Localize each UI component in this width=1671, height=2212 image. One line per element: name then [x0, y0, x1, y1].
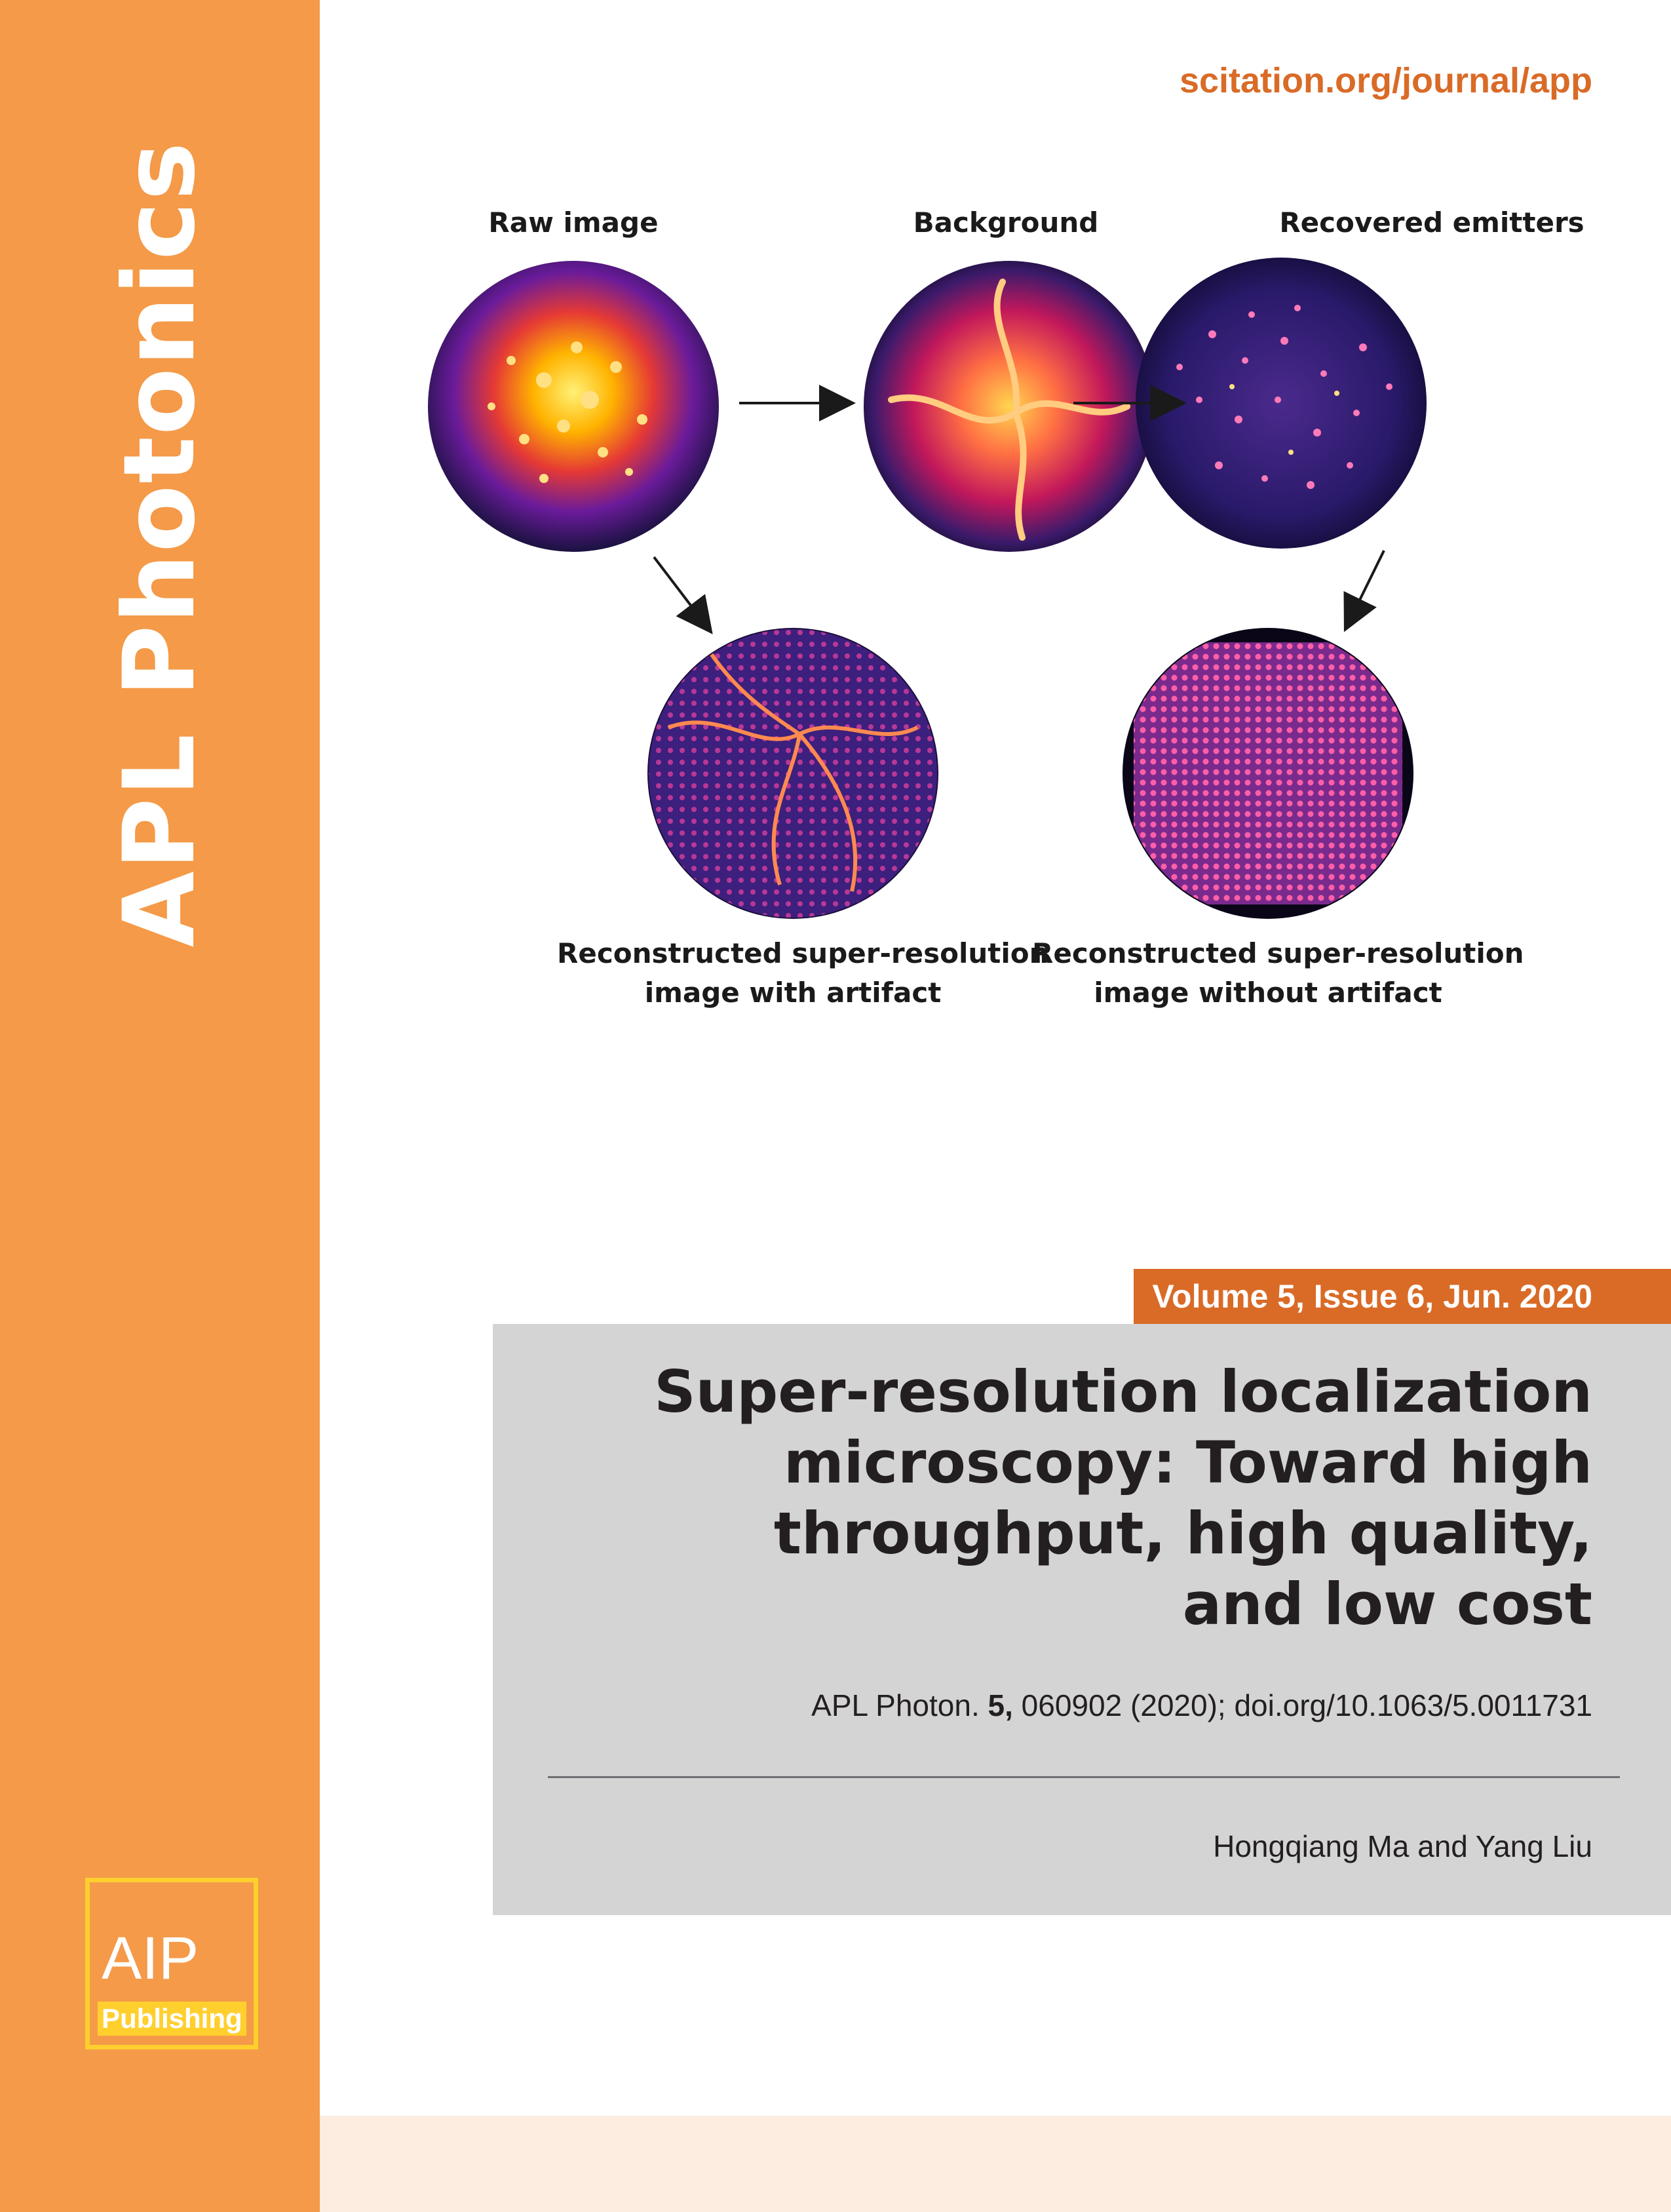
title-line: throughput, high quality,	[773, 1500, 1592, 1567]
citation-doi: 060902 (2020); doi.org/10.1063/5.0011731	[1012, 1688, 1592, 1722]
title-line: Super-resolution localization	[654, 1358, 1592, 1426]
background-circle	[864, 261, 1155, 552]
journal-name: APL Photonics	[103, 140, 217, 948]
label-recon-without-artifact-line1: Reconstructed super-resolution	[1032, 937, 1524, 969]
journal-url[interactable]: scitation.org/journal/app	[1179, 61, 1592, 100]
label-recon-with-artifact-line2: image with artifact	[644, 977, 942, 1009]
label-recon-with-artifact-line1: Reconstructed super-resolution	[557, 937, 1049, 969]
citation-volume: 5,	[988, 1688, 1013, 1722]
cover-figure: Raw image Background Recovered emitters	[393, 190, 1605, 1042]
divider	[548, 1776, 1620, 1778]
aip-logo-mark: AIP	[102, 1925, 199, 1992]
citation-prefix: APL Photon.	[811, 1688, 988, 1722]
recovered-emitters-circle	[1136, 258, 1427, 549]
title-line: and low cost	[1182, 1570, 1592, 1638]
raw-image-circle	[428, 261, 719, 552]
aip-logo-sub: Publishing	[98, 2002, 246, 2036]
label-recon-with-artifact: Reconstructed super-resolution image wit…	[557, 934, 1049, 1013]
figure-illustration	[428, 258, 1427, 919]
title-line: microscopy: Toward high	[783, 1429, 1592, 1496]
title-panel: Super-resolution localization microscopy…	[493, 1324, 1671, 1915]
label-recon-without-artifact: Reconstructed super-resolution image wit…	[1032, 934, 1524, 1013]
citation[interactable]: APL Photon. 5, 060902 (2020); doi.org/10…	[811, 1688, 1592, 1723]
label-raw-image: Raw image	[488, 206, 659, 239]
aip-publishing-logo[interactable]: AIP Publishing	[85, 1878, 258, 2049]
volume-issue-bar: Volume 5, Issue 6, Jun. 2020	[1134, 1269, 1671, 1324]
bottom-strip	[320, 2116, 1671, 2212]
label-recon-without-artifact-line2: image without artifact	[1094, 977, 1442, 1009]
label-background: Background	[913, 206, 1099, 239]
authors: Hongqiang Ma and Yang Liu	[1213, 1829, 1592, 1863]
sidebar: APL Photonics AIP Publishing	[0, 0, 320, 2212]
article-title: Super-resolution localization microscopy…	[609, 1357, 1592, 1640]
label-recovered-emitters: Recovered emitters	[1279, 206, 1585, 239]
